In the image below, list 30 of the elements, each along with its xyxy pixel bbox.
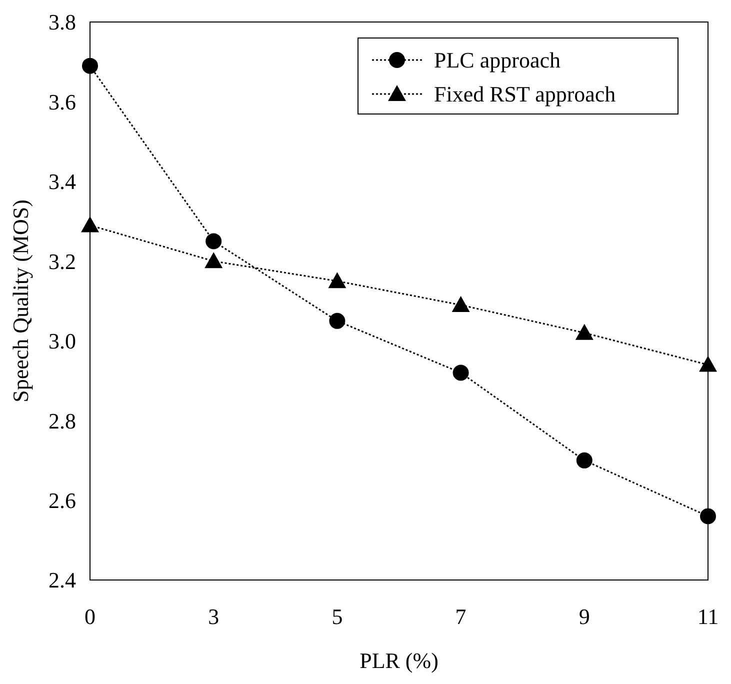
y-tick-label: 2.8 xyxy=(48,408,76,434)
point xyxy=(576,452,592,468)
point xyxy=(81,216,99,232)
x-tick-label: 0 xyxy=(84,604,96,629)
y-tick-label: 3.8 xyxy=(48,10,76,35)
x-tick-label: 11 xyxy=(697,604,719,629)
point xyxy=(82,58,98,74)
y-tick-label: 3.2 xyxy=(48,248,76,274)
x-tick-label: 5 xyxy=(332,604,343,629)
y-tick-label: 3.0 xyxy=(48,328,76,354)
point xyxy=(700,508,716,524)
point xyxy=(575,324,594,340)
point xyxy=(328,272,346,288)
y-axis-title: Speech Quality (MOS) xyxy=(8,200,33,402)
x-tick-label: 7 xyxy=(455,604,466,629)
y-tick-label: 3.6 xyxy=(48,89,76,114)
point xyxy=(452,364,469,381)
legend-label: PLC approach xyxy=(434,48,560,73)
point xyxy=(699,356,717,372)
y-tick-label: 2.4 xyxy=(48,568,76,593)
x-tick-label: 3 xyxy=(208,604,220,629)
point xyxy=(452,296,470,312)
x-tick-label: 9 xyxy=(578,604,590,629)
x-axis-title: PLR (%) xyxy=(360,648,438,673)
point xyxy=(206,233,222,250)
legend-label: Fixed RST approach xyxy=(434,82,616,107)
y-tick-label: 3.4 xyxy=(48,169,76,194)
point xyxy=(329,312,346,329)
point xyxy=(204,252,223,268)
y-tick-label: 2.6 xyxy=(48,488,76,513)
